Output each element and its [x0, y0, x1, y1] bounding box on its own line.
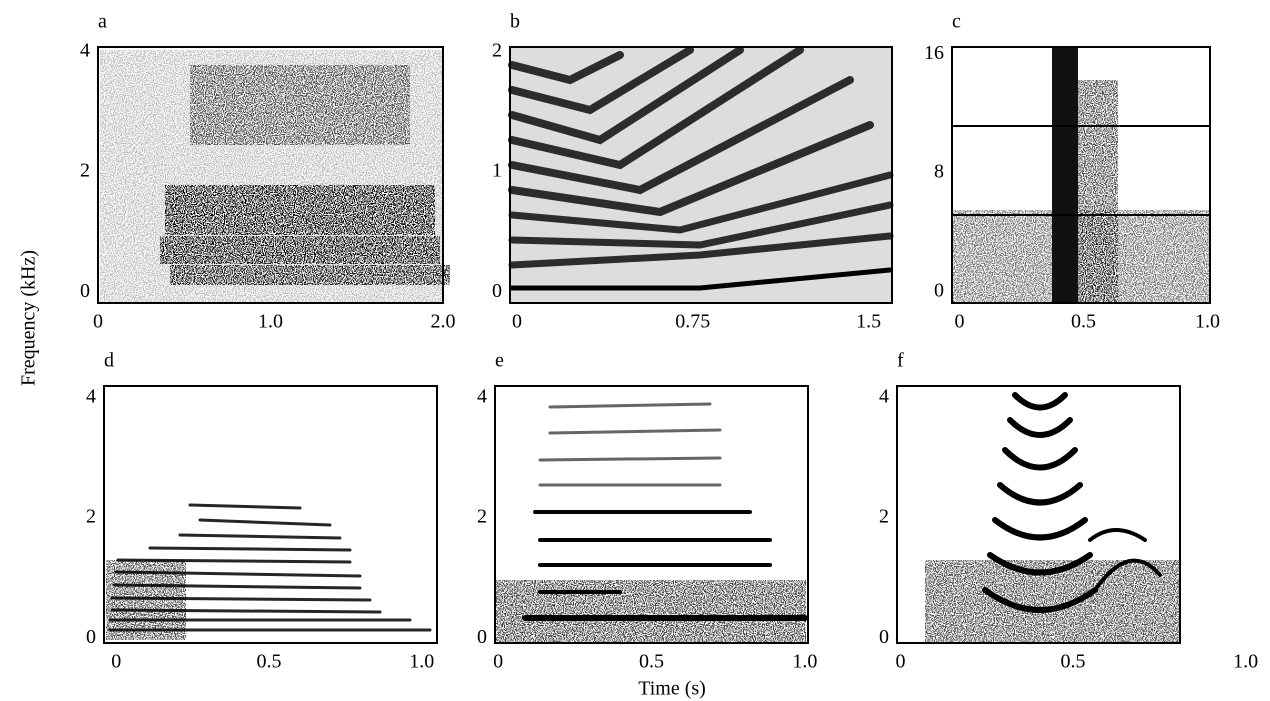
y-tick-label: 0 — [80, 280, 90, 302]
y-tick-label: 1 — [492, 160, 502, 182]
panel-label: c — [952, 11, 961, 33]
y-tick-label: 8 — [934, 161, 944, 183]
x-tick-label: 0.75 — [675, 311, 710, 333]
x-tick-label: 1.0 — [1233, 651, 1258, 673]
x-axis-label: Time (s) — [638, 678, 706, 700]
y-tick-label: 4 — [80, 39, 90, 61]
y-tick-label: 0 — [477, 626, 487, 648]
plot-frame — [97, 46, 444, 304]
plot-frame — [509, 46, 893, 304]
y-tick-label: 0 — [492, 280, 502, 302]
y-tick-label: 0 — [879, 626, 889, 648]
plot-frame — [896, 385, 1181, 644]
y-tick-label: 0 — [934, 279, 944, 301]
x-tick-label: 1.0 — [258, 311, 283, 333]
plot-frame — [494, 385, 809, 644]
y-tick-label: 2 — [80, 160, 90, 182]
x-tick-label: 0 — [895, 651, 905, 673]
x-tick-label: 0 — [954, 311, 964, 333]
y-tick-label: 0 — [86, 626, 96, 648]
panel-label: d — [104, 350, 114, 372]
y-axis-label: Frequency (kHz) — [18, 250, 40, 386]
x-tick-label: 0.5 — [639, 651, 664, 673]
panel-label: e — [495, 350, 504, 372]
x-tick-label: 1.0 — [409, 651, 434, 673]
x-tick-label: 0.5 — [1071, 311, 1096, 333]
x-tick-label: 0 — [111, 651, 121, 673]
y-tick-label: 4 — [86, 386, 96, 408]
x-tick-label: 0.5 — [1061, 651, 1086, 673]
x-tick-label: 0 — [512, 311, 522, 333]
y-tick-label: 16 — [924, 42, 944, 64]
panel-label: a — [98, 11, 107, 33]
panel-label: f — [897, 350, 904, 372]
x-tick-label: 0.5 — [256, 651, 281, 673]
y-tick-label: 4 — [879, 386, 889, 408]
y-tick-label: 2 — [86, 506, 96, 528]
y-tick-label: 2 — [477, 506, 487, 528]
plot-frame — [951, 46, 1211, 304]
x-tick-label: 1.5 — [856, 311, 881, 333]
y-tick-label: 2 — [879, 506, 889, 528]
x-tick-label: 1.0 — [1195, 311, 1220, 333]
y-tick-label: 4 — [477, 386, 487, 408]
spectrogram-texture — [100, 46, 1210, 642]
plot-frame — [103, 385, 438, 644]
x-tick-label: 0 — [493, 651, 503, 673]
panel-label: b — [510, 11, 520, 33]
x-tick-label: 1.0 — [792, 651, 817, 673]
y-tick-label: 2 — [492, 39, 502, 61]
x-tick-label: 2.0 — [431, 311, 456, 333]
x-tick-label: 0 — [93, 311, 103, 333]
